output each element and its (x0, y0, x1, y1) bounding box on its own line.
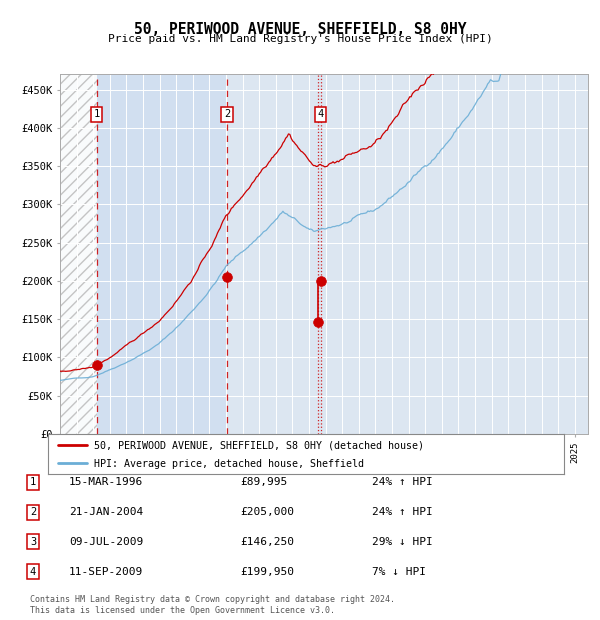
Text: 50, PERIWOOD AVENUE, SHEFFIELD, S8 0HY: 50, PERIWOOD AVENUE, SHEFFIELD, S8 0HY (134, 22, 466, 37)
Text: 24% ↑ HPI: 24% ↑ HPI (372, 507, 433, 517)
Text: 3: 3 (30, 537, 36, 547)
Text: This data is licensed under the Open Government Licence v3.0.: This data is licensed under the Open Gov… (30, 606, 335, 615)
Text: Contains HM Land Registry data © Crown copyright and database right 2024.: Contains HM Land Registry data © Crown c… (30, 595, 395, 604)
Text: 2: 2 (30, 507, 36, 517)
Text: 09-JUL-2009: 09-JUL-2009 (69, 537, 143, 547)
Text: 2: 2 (224, 109, 230, 119)
Text: 24% ↑ HPI: 24% ↑ HPI (372, 477, 433, 487)
Text: £89,995: £89,995 (240, 477, 287, 487)
Text: £205,000: £205,000 (240, 507, 294, 517)
Text: 15-MAR-1996: 15-MAR-1996 (69, 477, 143, 487)
Text: £199,950: £199,950 (240, 567, 294, 577)
Text: 7% ↓ HPI: 7% ↓ HPI (372, 567, 426, 577)
Text: £146,250: £146,250 (240, 537, 294, 547)
Text: 29% ↓ HPI: 29% ↓ HPI (372, 537, 433, 547)
Text: 1: 1 (30, 477, 36, 487)
Text: 4: 4 (317, 109, 324, 119)
Text: 11-SEP-2009: 11-SEP-2009 (69, 567, 143, 577)
Text: Price paid vs. HM Land Registry's House Price Index (HPI): Price paid vs. HM Land Registry's House … (107, 34, 493, 44)
Text: HPI: Average price, detached house, Sheffield: HPI: Average price, detached house, Shef… (94, 459, 364, 469)
Text: 4: 4 (30, 567, 36, 577)
Bar (97, 74, 227, 434)
Text: 21-JAN-2004: 21-JAN-2004 (69, 507, 143, 517)
Text: 50, PERIWOOD AVENUE, SHEFFIELD, S8 0HY (detached house): 50, PERIWOOD AVENUE, SHEFFIELD, S8 0HY (… (94, 440, 424, 450)
Bar (60, 74, 97, 434)
Text: 1: 1 (94, 109, 100, 119)
